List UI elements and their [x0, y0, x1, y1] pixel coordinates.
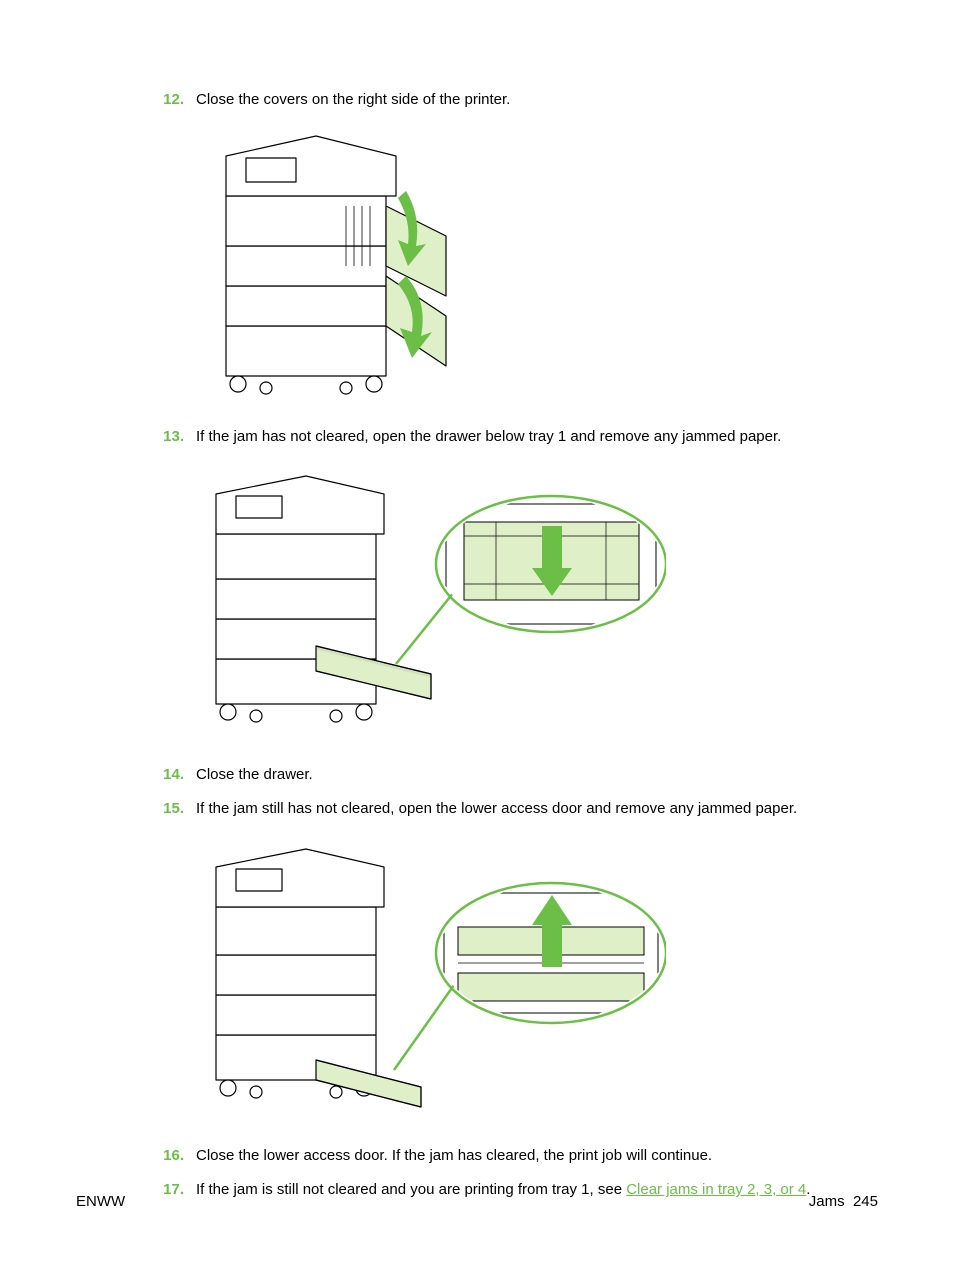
- page-footer: ENWW Jams 245: [76, 1193, 878, 1210]
- callout-leader: [394, 985, 454, 1070]
- step-number: 13.: [76, 428, 196, 445]
- footer-right: Jams 245: [809, 1193, 878, 1210]
- footer-section-label: Jams: [809, 1193, 845, 1210]
- step-text: Close the covers on the right side of th…: [196, 90, 878, 110]
- printer-drawer-illustration: [196, 464, 666, 734]
- step-12: 12. Close the covers on the right side o…: [76, 90, 878, 110]
- step-number: 12.: [76, 91, 196, 108]
- figure-step-15: [196, 835, 878, 1120]
- step-text: Close the lower access door. If the jam …: [196, 1146, 878, 1166]
- step-number: 14.: [76, 766, 196, 783]
- step-16: 16. Close the lower access door. If the …: [76, 1146, 878, 1166]
- step-number: 16.: [76, 1147, 196, 1164]
- printer-lower-door-illustration: [196, 835, 666, 1115]
- figure-step-13: [196, 464, 878, 739]
- step-14: 14. Close the drawer.: [76, 765, 878, 785]
- step-13: 13. If the jam has not cleared, open the…: [76, 427, 878, 447]
- footer-page-number: 245: [853, 1193, 878, 1210]
- figure-step-12: [196, 126, 878, 401]
- callout-leader: [396, 592, 454, 664]
- step-text: If the jam has not cleared, open the dra…: [196, 427, 878, 447]
- footer-left: ENWW: [76, 1193, 125, 1210]
- printer-close-covers-illustration: [196, 126, 456, 396]
- step-number: 15.: [76, 800, 196, 817]
- step-15: 15. If the jam still has not cleared, op…: [76, 799, 878, 819]
- step-text: Close the drawer.: [196, 765, 878, 785]
- step-text: If the jam still has not cleared, open t…: [196, 799, 878, 819]
- page: 12. Close the covers on the right side o…: [0, 0, 954, 1270]
